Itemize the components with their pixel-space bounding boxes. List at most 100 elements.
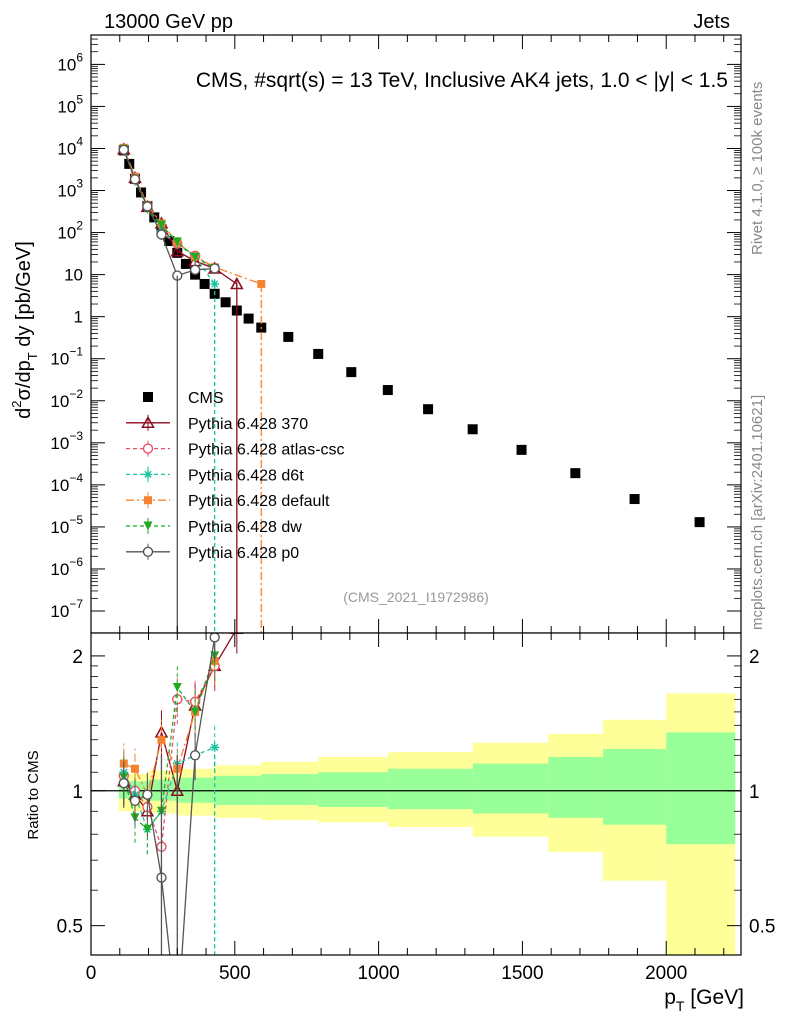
data-point: [570, 468, 581, 479]
y-label-d: d: [13, 408, 35, 419]
y-tick-label-base: 10: [50, 350, 69, 369]
y-tick-label: 10−1: [50, 345, 83, 369]
y-tick-label: 105: [57, 92, 83, 116]
data-point: [156, 229, 167, 240]
y-label-sigma: σ/dp: [13, 360, 35, 400]
main-plot-area: [91, 35, 741, 633]
y-label-rest: dy [pb/GeV]: [13, 241, 35, 352]
ratio-y-tick-label-right: 2: [749, 647, 760, 668]
ratio-point: [157, 735, 166, 744]
main-panel-data: [117, 142, 705, 633]
uncertainty-band-inner: [387, 768, 473, 810]
y-tick-label-base: 10: [50, 434, 69, 453]
data-point: [129, 174, 141, 185]
legend-marker: [144, 496, 152, 505]
main-panel-axes: 10610510410310210110−110−210−310−410−510…: [50, 34, 742, 634]
uncertainty-band-inner: [666, 732, 736, 845]
data-point: [180, 258, 191, 269]
ratio-panel-axes: 0.5 0.5 1 1 2 2 0 500 1000 1500 2000: [57, 632, 775, 984]
data-point: [467, 424, 478, 435]
legend-entry-pythia-6-428-default: Pythia 6.428 default: [126, 492, 330, 510]
data-point: [170, 244, 185, 257]
data-point: [172, 237, 182, 247]
uncertainty-band-inner: [548, 756, 603, 818]
category-label: Jets: [693, 11, 730, 33]
legend-label: Pythia 6.428 p0: [188, 545, 299, 562]
y-tick-label-base: 10: [57, 182, 76, 201]
x-tick-label: 500: [219, 963, 251, 984]
y-tick-label-base: 10: [50, 392, 69, 411]
x-label-unit: [GeV]: [684, 986, 744, 1009]
data-point: [423, 404, 434, 415]
ratio-plot-frame: [90, 632, 742, 956]
y-tick-label-exponent: 6: [76, 50, 83, 64]
y-label-sup: 2: [9, 400, 24, 407]
y-tick-label: 10−2: [50, 387, 83, 411]
main-panel-background: [91, 35, 741, 633]
legend-marker: [143, 392, 153, 402]
data-point: [516, 444, 527, 455]
ratio-point: [129, 795, 141, 806]
data-point: [629, 494, 640, 505]
y-tick-label: 10−3: [50, 429, 83, 453]
legend-entry-pythia-6-428-dw: Pythia 6.428 dw: [126, 518, 302, 536]
y-tick-label: 104: [57, 134, 83, 158]
data-point: [382, 385, 393, 396]
main-plot-title: CMS, #sqrt(s) = 13 TeV, Inclusive AK4 je…: [196, 69, 728, 92]
y-tick-label-exponent: −4: [69, 471, 83, 485]
y-tick-label-exponent: −5: [69, 513, 83, 527]
y-tick-label-base: 1: [74, 308, 83, 327]
x-tick-label: 2000: [645, 963, 687, 984]
data-point: [199, 278, 210, 289]
data-point: [189, 264, 201, 276]
uncertainty-band-inner: [472, 763, 549, 814]
ratio-y-tick-label-left: 2: [72, 647, 83, 668]
ratio-panel-data: [91, 633, 741, 1024]
y-tick-label: 102: [57, 219, 83, 243]
y-tick-label: 1: [74, 308, 83, 327]
data-point: [283, 331, 294, 342]
y-tick-label-base: 10: [57, 55, 76, 74]
ratio-point: [190, 707, 200, 717]
energy-label: 13000 GeV pp: [104, 11, 233, 33]
ratio-y-tick-label-left: 1: [72, 782, 83, 803]
x-tick-label: 1500: [501, 963, 543, 984]
analysis-id-label: (CMS_2021_I1972986): [343, 589, 489, 605]
legend-marker: [142, 546, 154, 557]
ratio-point: [189, 750, 201, 761]
data-point: [149, 212, 160, 223]
data-point: [210, 279, 220, 289]
legend-label: Pythia 6.428 d6t: [188, 467, 304, 484]
data-point: [209, 263, 220, 274]
y-tick-label-exponent: 2: [76, 219, 83, 233]
x-tick-label: 1000: [357, 963, 399, 984]
y-tick-label-base: 10: [50, 602, 69, 621]
y-tick-label-base: 10: [57, 224, 76, 243]
data-point: [190, 252, 200, 262]
y-tick-label-exponent: −7: [69, 597, 83, 611]
data-point: [694, 517, 705, 528]
x-label-p: p: [664, 986, 676, 1009]
ratio-y-tick-label-right: 0.5: [749, 917, 775, 938]
legend-entry-pythia-6-428-p0: Pythia 6.428 p0: [126, 543, 299, 562]
y-tick-label-base: 10: [64, 266, 83, 285]
y-tick-label-base: 10: [57, 97, 76, 116]
legend-entry-pythia-6-428-d6t: Pythia 6.428 d6t: [126, 466, 304, 484]
data-point: [220, 297, 231, 308]
main-y-axis-label: d2σ/dpT dy [pb/GeV]: [9, 241, 40, 419]
ratio-y-axis-label: Ratio to CMS: [25, 750, 42, 839]
y-tick-label: 10−5: [50, 513, 83, 537]
y-tick-label: 10: [64, 266, 83, 285]
ratio-point: [209, 633, 220, 643]
legend-label: Pythia 6.428 dw: [188, 519, 302, 536]
ratio-point: [142, 824, 152, 834]
ratio-point: [210, 742, 220, 752]
y-tick-label-base: 10: [50, 476, 69, 495]
legend-label: Pythia 6.428 370: [188, 416, 308, 433]
legend: CMS Pythia 6.428 370 Pythia 6.428 atlas-cs…: [126, 390, 345, 562]
ratio-point: [173, 1021, 182, 1024]
legend-marker: [143, 521, 153, 531]
y-label-sub: T: [25, 352, 40, 360]
legend-entry-pythia-6-428-370: Pythia 6.428 370: [126, 414, 308, 433]
data-point: [346, 367, 357, 378]
